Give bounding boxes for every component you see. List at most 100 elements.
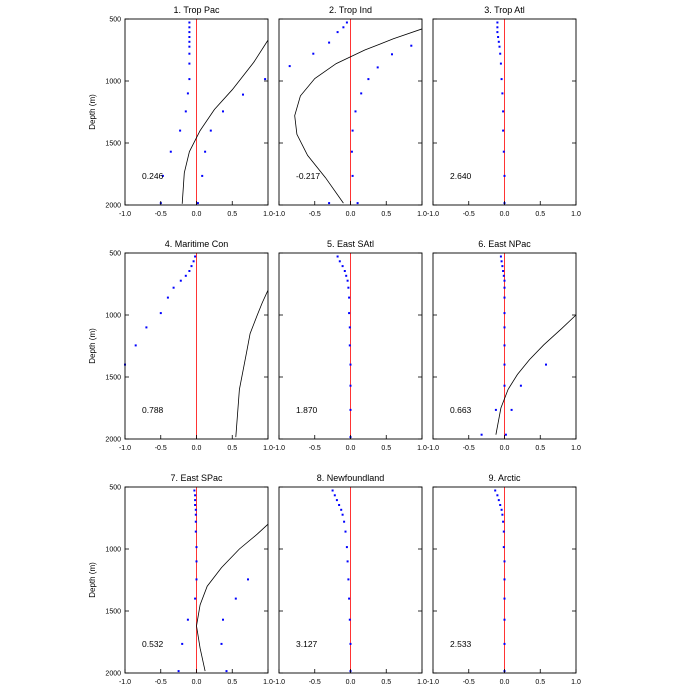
x-tick-label: 1.0 <box>263 445 273 452</box>
data-point <box>188 36 191 38</box>
data-point <box>181 642 184 645</box>
panel-title: 7. East SPac <box>170 473 223 483</box>
data-point <box>344 530 347 533</box>
x-tick-label: -0.5 <box>463 211 475 218</box>
x-tick-label: 1.0 <box>417 445 427 452</box>
panel-title: 5. East SAtl <box>327 239 374 249</box>
data-point <box>503 384 506 387</box>
data-point <box>179 129 182 132</box>
data-point <box>350 150 353 153</box>
data-point <box>177 670 180 673</box>
y-tick-label: 500 <box>109 251 121 258</box>
x-tick-label: 1.0 <box>263 211 273 218</box>
data-point <box>179 279 182 282</box>
panel-title: 2. Trop Ind <box>329 5 372 15</box>
data-point <box>338 504 341 506</box>
data-point <box>264 78 267 81</box>
x-tick-label: 1.0 <box>571 211 581 218</box>
data-point <box>345 21 348 24</box>
data-point <box>502 150 505 153</box>
profile-curve <box>196 523 268 672</box>
data-point <box>496 21 499 24</box>
panel-value-label: 2.533 <box>450 639 472 649</box>
x-tick-label: -1.0 <box>273 679 285 686</box>
data-point <box>501 513 504 516</box>
data-point <box>497 36 500 38</box>
y-tick-label: 500 <box>109 17 121 24</box>
data-point <box>503 344 506 347</box>
data-point <box>194 597 197 600</box>
data-point <box>503 296 506 299</box>
data-point <box>503 363 506 366</box>
x-tick-label: -1.0 <box>119 445 131 452</box>
data-point <box>194 255 197 258</box>
x-tick-label: 1.0 <box>571 445 581 452</box>
x-tick-label: 1.0 <box>571 679 581 686</box>
data-point <box>346 279 349 282</box>
x-tick-label: 0.5 <box>381 679 391 686</box>
panel-title: 6. East NPac <box>478 239 531 249</box>
panel-value-label: 2.640 <box>450 171 472 181</box>
x-tick-label: 0.0 <box>346 211 356 218</box>
x-tick-label: 0.5 <box>535 211 545 218</box>
data-point <box>220 642 223 645</box>
panel-9: 9. Arctic -1.0 -0.5 0.0 0.5 1.0 2.533 <box>427 473 581 686</box>
x-tick-label: 0.0 <box>500 445 510 452</box>
data-point <box>348 344 351 347</box>
data-point <box>354 110 357 113</box>
data-point <box>188 21 191 24</box>
x-tick-label: 0.5 <box>227 211 237 218</box>
x-tick-label: -1.0 <box>427 445 439 452</box>
x-tick-label: 0.0 <box>192 445 202 452</box>
data-point <box>134 344 137 347</box>
panel-2: 2. Trop Ind -1.0 -0.5 0.0 0.5 1.0 -0.217 <box>273 5 427 218</box>
x-tick-label: -0.5 <box>309 679 321 686</box>
x-tick-label: -1.0 <box>119 211 131 218</box>
data-point <box>194 520 197 523</box>
panel-title: 3. Trop Atl <box>484 5 525 15</box>
data-point <box>209 129 212 132</box>
data-point <box>499 255 502 258</box>
data-point <box>186 618 189 621</box>
data-point <box>347 286 350 289</box>
data-point <box>188 52 191 55</box>
data-point <box>410 44 413 47</box>
y-tick-label: 500 <box>109 485 121 492</box>
data-point <box>494 408 497 411</box>
data-point <box>145 326 148 329</box>
data-point <box>497 40 500 43</box>
panel-title: 8. Newfoundland <box>317 473 385 483</box>
x-tick-label: -0.5 <box>463 445 475 452</box>
panel-value-label: 3.127 <box>296 639 318 649</box>
data-point <box>502 546 505 549</box>
y-tick-label: 1000 <box>105 313 121 320</box>
x-tick-label: -1.0 <box>273 211 285 218</box>
data-point <box>501 265 504 268</box>
data-point <box>499 504 502 506</box>
y-tick-label: 1500 <box>105 375 121 382</box>
data-point <box>194 504 197 506</box>
data-point <box>502 530 505 533</box>
x-tick-label: 0.0 <box>192 211 202 218</box>
data-point <box>360 92 363 95</box>
data-point <box>356 202 359 205</box>
x-tick-label: -0.5 <box>309 211 321 218</box>
data-point <box>193 489 196 492</box>
x-tick-label: 1.0 <box>417 679 427 686</box>
data-point <box>501 92 504 95</box>
data-point <box>349 642 352 645</box>
data-point <box>494 489 497 492</box>
data-point <box>500 78 503 81</box>
x-tick-label: 0.0 <box>500 679 510 686</box>
data-point <box>222 110 224 113</box>
x-tick-label: -1.0 <box>273 445 285 452</box>
panel-value-label: -0.217 <box>296 171 320 181</box>
panel-5: 5. East SAtl -1.0 -0.5 0.0 0.5 1.0 1.870 <box>273 239 427 452</box>
data-point <box>502 129 505 132</box>
data-point <box>496 31 499 34</box>
data-point <box>503 174 506 177</box>
x-tick-label: -0.5 <box>463 679 475 686</box>
data-point <box>188 40 191 43</box>
data-point <box>341 513 344 516</box>
data-point <box>188 26 191 29</box>
